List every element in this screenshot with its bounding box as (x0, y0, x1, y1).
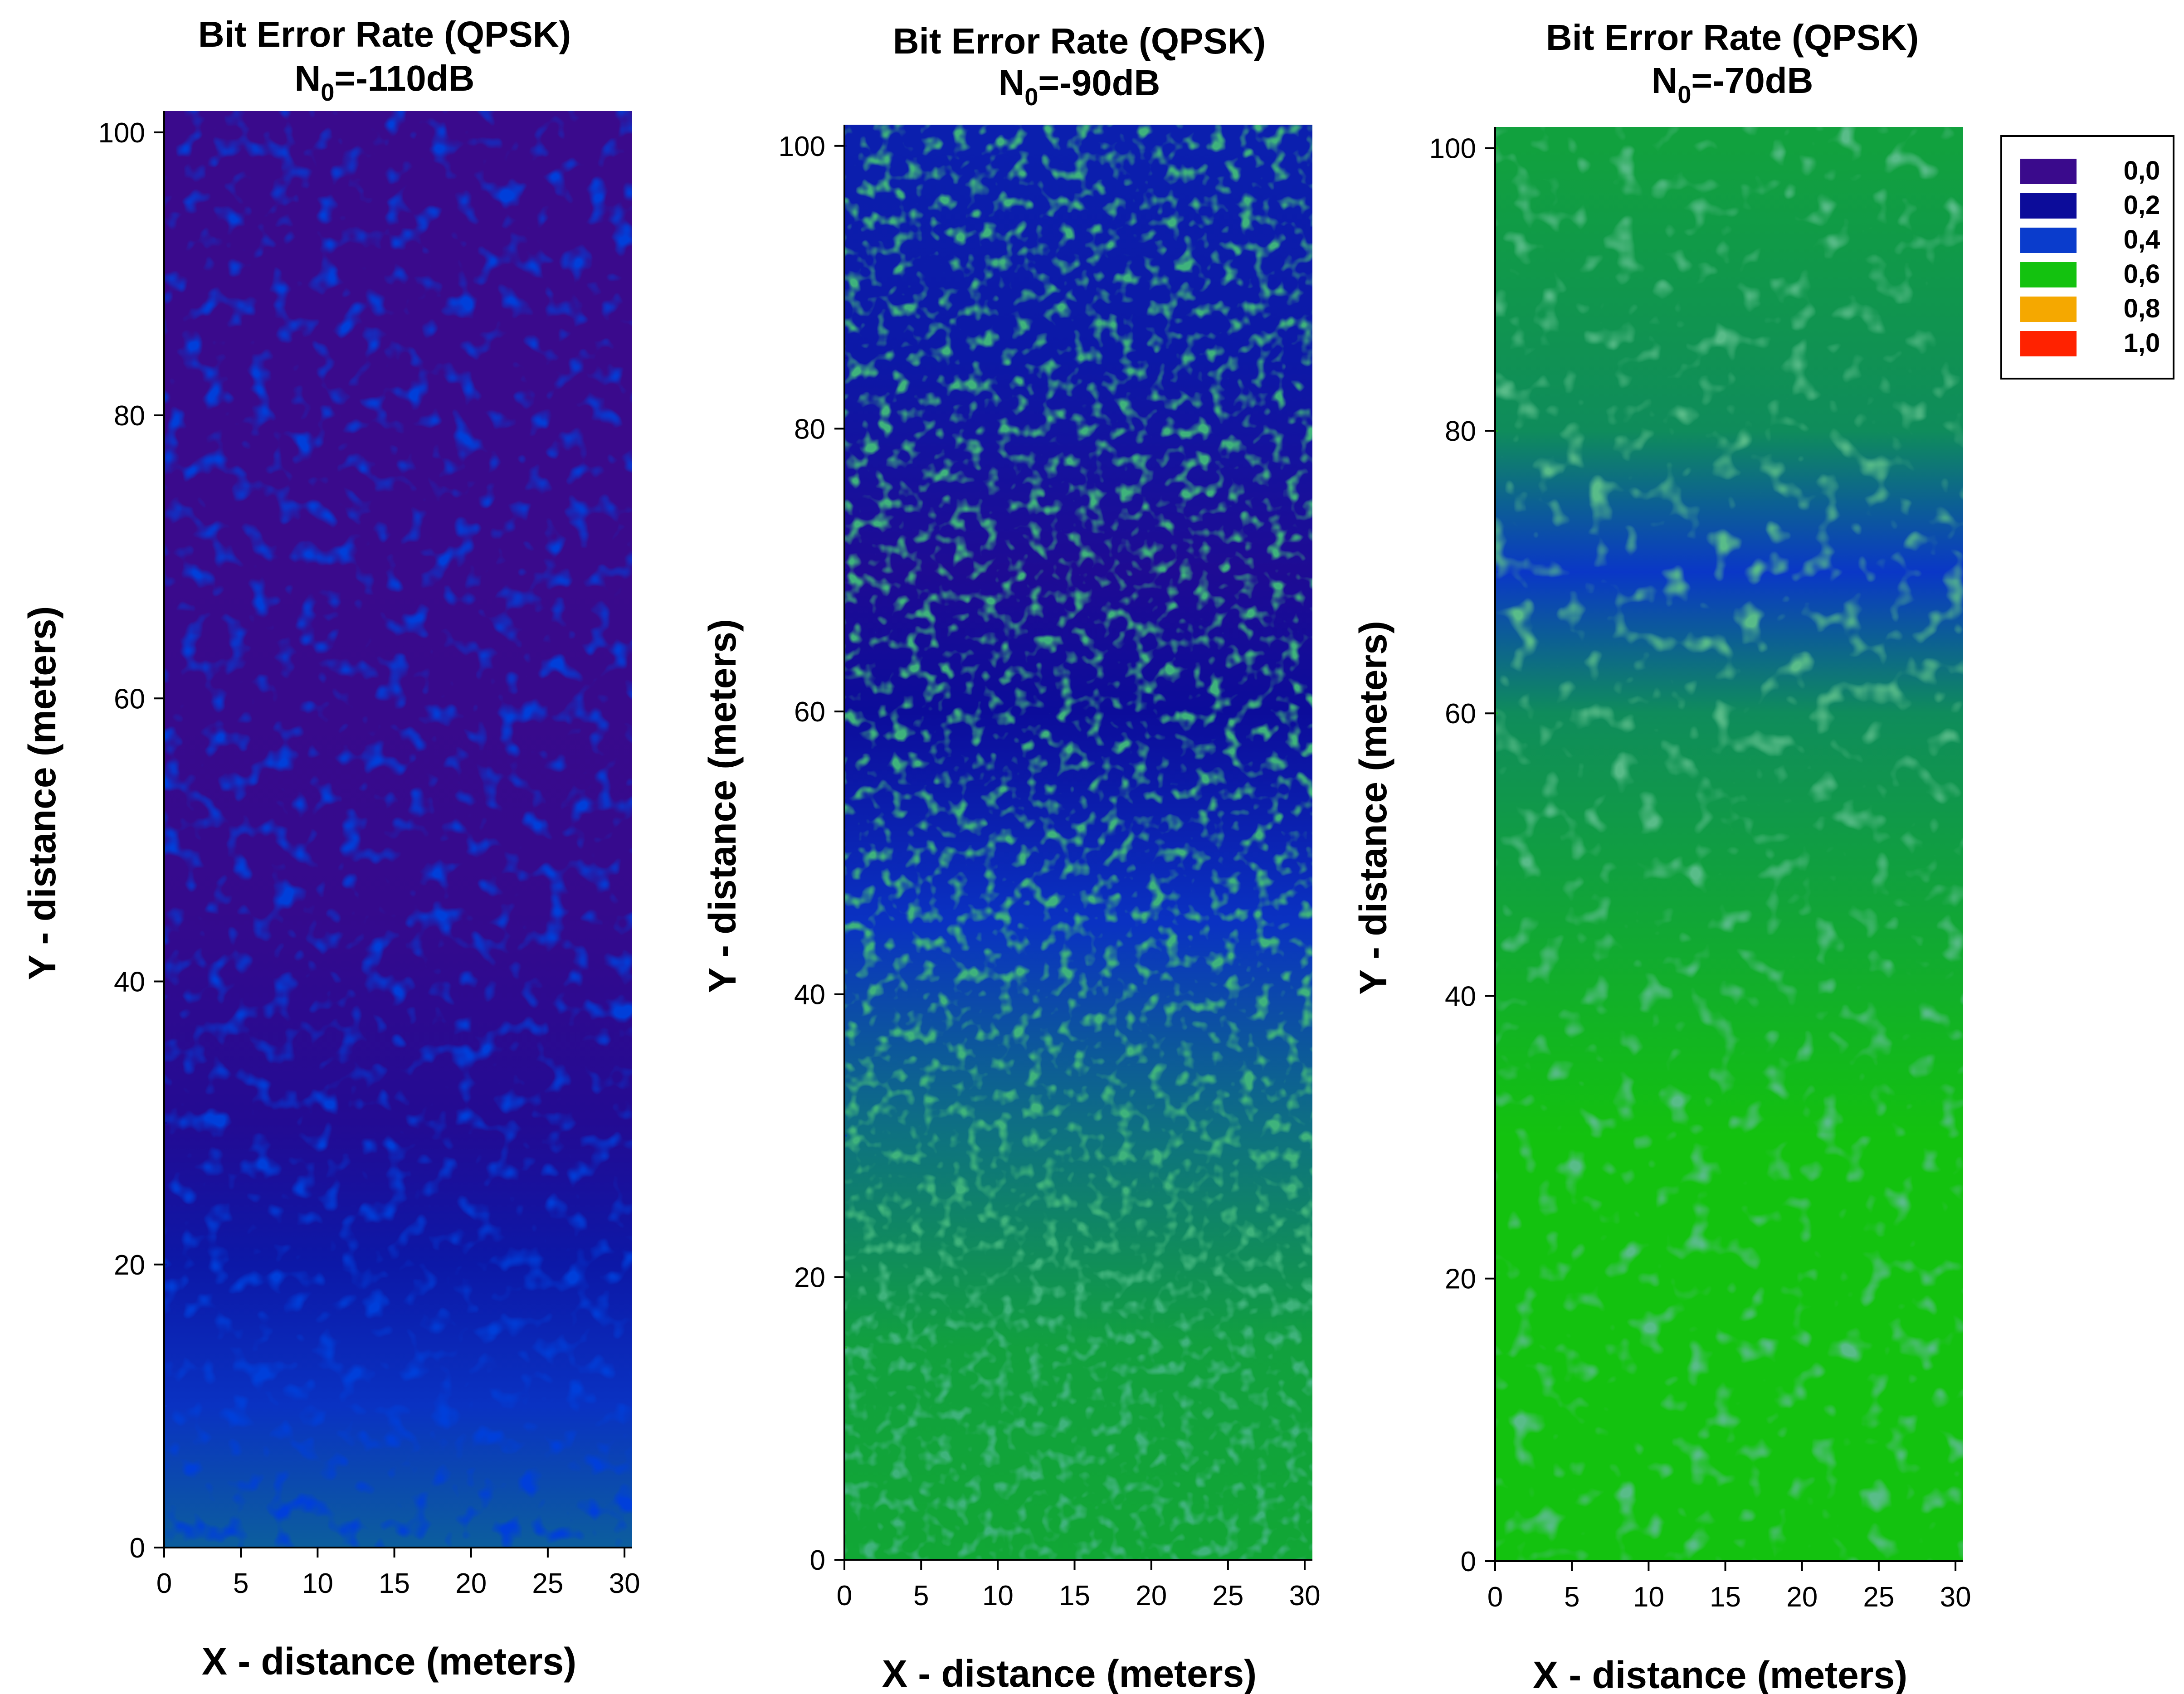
subtitle-value: =-90dB (1038, 63, 1160, 103)
subtitle-value: =-110dB (334, 58, 474, 98)
y-tick-label: 60 (114, 683, 145, 715)
x-tick-label: 0 (837, 1580, 852, 1611)
y-tick-label: 100 (1429, 133, 1476, 165)
x-tick-label: 10 (982, 1580, 1014, 1611)
legend-label: 0,6 (2124, 259, 2160, 289)
heatmap-band-mark (844, 145, 847, 147)
legend-swatch (2020, 228, 2077, 253)
heatmap-band-mark (1495, 712, 1498, 715)
subtitle-subscript: 0 (1677, 81, 1691, 108)
x-tick-label: 5 (233, 1568, 249, 1599)
x-tick-label: 25 (1212, 1580, 1243, 1611)
chart-title: Bit Error Rate (QPSK) (893, 21, 1266, 61)
x-tick-label: 5 (1564, 1582, 1580, 1613)
heatmap-band-mark (1495, 429, 1498, 432)
legend-label: 0,4 (2124, 225, 2160, 254)
x-tick-label: 30 (1289, 1580, 1321, 1611)
subtitle-subscript: 0 (1024, 83, 1038, 111)
heatmap-band-mark (1495, 1136, 1498, 1139)
heatmap-band-mark (164, 1263, 167, 1266)
y-tick-label: 40 (1445, 981, 1476, 1012)
chart-subtitle: N0=-70dB (1652, 60, 1814, 108)
heatmap-band-mark (164, 556, 167, 558)
legend-label: 0,8 (2124, 294, 2160, 323)
x-tick-label: 25 (1863, 1582, 1894, 1613)
heatmap-band-mark (844, 569, 847, 571)
x-axis-label: X - distance (meters) (1533, 1654, 1907, 1694)
chart-title: Bit Error Rate (QPSK) (1546, 17, 1919, 58)
y-tick-label: 20 (794, 1262, 825, 1293)
y-axis-label: Y - distance (meters) (1352, 621, 1394, 995)
heatmap-texture (844, 125, 1312, 1560)
y-axis-label: Y - distance (meters) (21, 606, 63, 980)
legend-label: 0,0 (2124, 156, 2160, 185)
heatmap-band-mark (164, 1405, 167, 1407)
y-tick-label: 80 (1445, 416, 1476, 447)
subtitle-symbol: N (1652, 60, 1678, 101)
x-tick-label: 30 (1940, 1582, 1971, 1613)
heatmap-band-mark (844, 711, 847, 713)
x-tick-label: 15 (1059, 1580, 1090, 1611)
x-tick-label: 0 (156, 1568, 172, 1599)
chart-panel-3: 0 5 10 15 20 25 30 0 20 40 60 80 100 Bit Error Rate (… (1352, 17, 1971, 1694)
y-tick-label: 40 (794, 979, 825, 1011)
y-axis-label: Y - distance (meters) (701, 619, 744, 993)
legend-swatch (2020, 262, 2077, 287)
legend-swatch (2020, 159, 2077, 184)
x-tick-label: 10 (1633, 1582, 1664, 1613)
x-tick-label: 20 (1786, 1582, 1818, 1613)
y-tick-label: 60 (1445, 698, 1476, 730)
subtitle-value: =-70dB (1691, 60, 1813, 101)
x-tick-label: 30 (609, 1568, 640, 1599)
x-axis-label: X - distance (meters) (202, 1640, 576, 1683)
legend-swatch (2020, 331, 2077, 356)
heatmap-band-mark (164, 1122, 167, 1124)
y-tick-label: 20 (1445, 1264, 1476, 1295)
subtitle-symbol: N (295, 58, 321, 98)
legend-label: 0,2 (2124, 190, 2160, 220)
legend-label: 1,0 (2124, 328, 2160, 358)
heatmap-band-mark (844, 1347, 847, 1349)
x-axis-label: X - distance (meters) (882, 1652, 1257, 1694)
y-tick-label: 60 (794, 696, 825, 728)
y-tick-label: 80 (794, 414, 825, 445)
y-tick-label: 40 (114, 967, 145, 998)
chart-panel-2: 0 5 10 15 20 25 30 0 20 40 60 80 100 Bit Error Rate (… (701, 21, 1321, 1694)
heatmap-band-mark (1495, 571, 1498, 573)
chart-subtitle: N0=-110dB (295, 58, 475, 106)
y-tick-label: 0 (810, 1545, 825, 1576)
heatmap-band-mark (164, 910, 167, 912)
subtitle-symbol: N (999, 63, 1025, 103)
heatmap-texture (1495, 127, 1963, 1561)
y-tick-label: 100 (779, 131, 825, 162)
heatmap-band-mark (844, 1134, 847, 1137)
x-tick-label: 25 (532, 1568, 563, 1599)
x-tick-label: 0 (1487, 1582, 1503, 1613)
chart-title: Bit Error Rate (QPSK) (198, 14, 571, 54)
y-tick-label: 0 (1461, 1546, 1476, 1577)
x-tick-label: 15 (1710, 1582, 1741, 1613)
heatmap-texture (164, 111, 632, 1548)
heatmap-band-mark (1495, 147, 1498, 149)
x-tick-label: 5 (913, 1580, 929, 1611)
x-tick-label: 15 (379, 1568, 410, 1599)
y-tick-label: 0 (130, 1533, 145, 1564)
legend-swatch (2020, 193, 2077, 219)
x-tick-label: 20 (1136, 1580, 1167, 1611)
heatmap-band-mark (844, 922, 847, 925)
legend-swatch (2020, 297, 2077, 322)
chart-subtitle: N0=-90dB (999, 63, 1160, 111)
chart-panel-1: 0 5 10 15 20 25 30 0 20 40 60 80 100 Bit Error Rate (… (21, 14, 640, 1683)
y-tick-label: 100 (98, 117, 145, 149)
y-tick-label: 20 (114, 1250, 145, 1281)
heatmap-band-mark (844, 357, 847, 359)
heatmap-band-mark (164, 131, 167, 133)
x-tick-label: 10 (302, 1568, 333, 1599)
heatmap-band-mark (1495, 924, 1498, 926)
subtitle-subscript: 0 (321, 79, 334, 106)
x-tick-label: 20 (455, 1568, 487, 1599)
y-tick-label: 80 (114, 400, 145, 432)
